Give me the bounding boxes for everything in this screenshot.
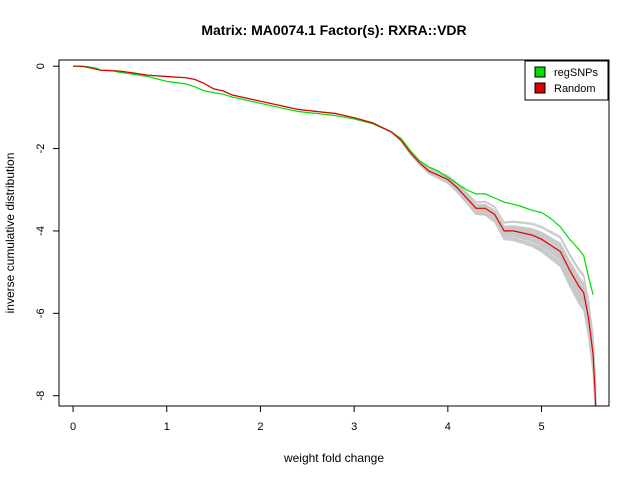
y-tick-label: -4 [35,226,47,236]
x-tick-label: 0 [70,421,76,433]
plot-frame [58,59,610,407]
x-axis: 0 1 2 3 4 5 [70,406,545,433]
sample-line [73,65,596,406]
sample-line [73,65,596,406]
y-tick-label: 0 [35,63,47,69]
sample-line [73,65,596,406]
sample-line [73,65,596,406]
legend-label-random: Random [554,83,596,95]
sample-lines [73,65,597,406]
x-tick-label: 1 [164,421,170,433]
sample-line [73,65,597,406]
sample-line [73,65,596,406]
sample-line [73,65,597,406]
x-tick-label: 2 [257,421,263,433]
series-line-random [73,65,597,406]
sample-line [73,65,596,406]
x-tick-label: 4 [445,421,451,433]
y-tick-label: -8 [35,391,47,401]
legend-swatch-regsnps [534,66,546,78]
plot-lines [73,65,597,406]
legend-label-regsnps: regSNPs [554,67,599,79]
x-tick-label: 3 [351,421,357,433]
y-tick-label: -2 [35,144,47,154]
chart-title: Matrix: MA0074.1 Factor(s): RXRA::VDR [201,22,466,38]
sample-line [73,65,597,406]
sample-line [73,65,596,406]
sample-line [73,65,596,406]
series-line-regsnps [73,65,594,295]
sample-line [73,65,596,406]
y-tick-label: -6 [35,308,47,318]
x-tick-label: 5 [538,421,544,433]
legend: regSNPs Random [524,60,609,101]
legend-swatch-random [534,82,546,94]
y-axis-label: inverse cumulative distribution [3,153,17,314]
y-axis: 0 -2 -4 -6 -8 [35,63,59,401]
x-axis-label: weight fold change [283,451,384,465]
